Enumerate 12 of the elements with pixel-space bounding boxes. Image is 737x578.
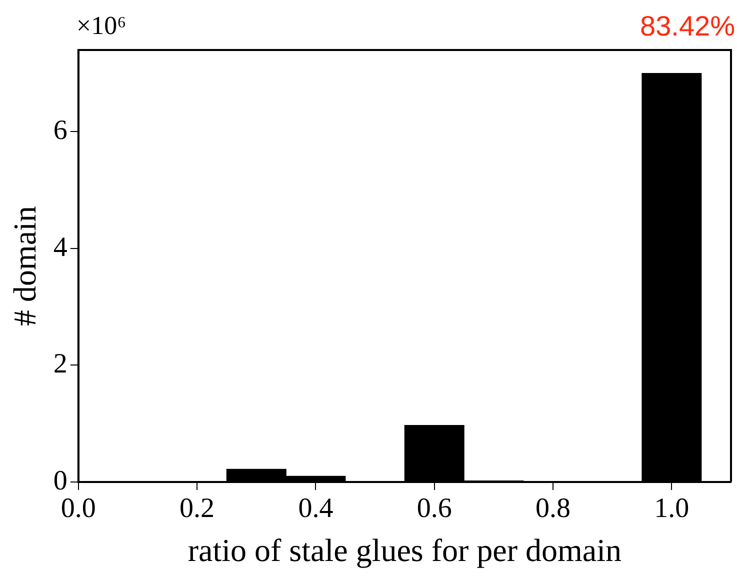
x-tick-label: 0.8 — [536, 493, 571, 524]
y-tick-label: 4 — [53, 232, 68, 263]
text: 83.42% — [640, 10, 735, 42]
x-tick-label: 0.2 — [180, 493, 215, 524]
y-tick-label: 2 — [53, 348, 68, 380]
x-tick-label: 1.0 — [654, 493, 690, 524]
x-tick-label: 0.6 — [416, 493, 452, 524]
y-axis-title: # domain — [6, 206, 43, 326]
x-axis-title: ratio of stale glues for per domain — [188, 532, 622, 568]
text: ×10⁶ — [76, 10, 126, 40]
y-tick-label: 6 — [53, 115, 68, 146]
x-tick-label: 0.4 — [298, 493, 334, 524]
